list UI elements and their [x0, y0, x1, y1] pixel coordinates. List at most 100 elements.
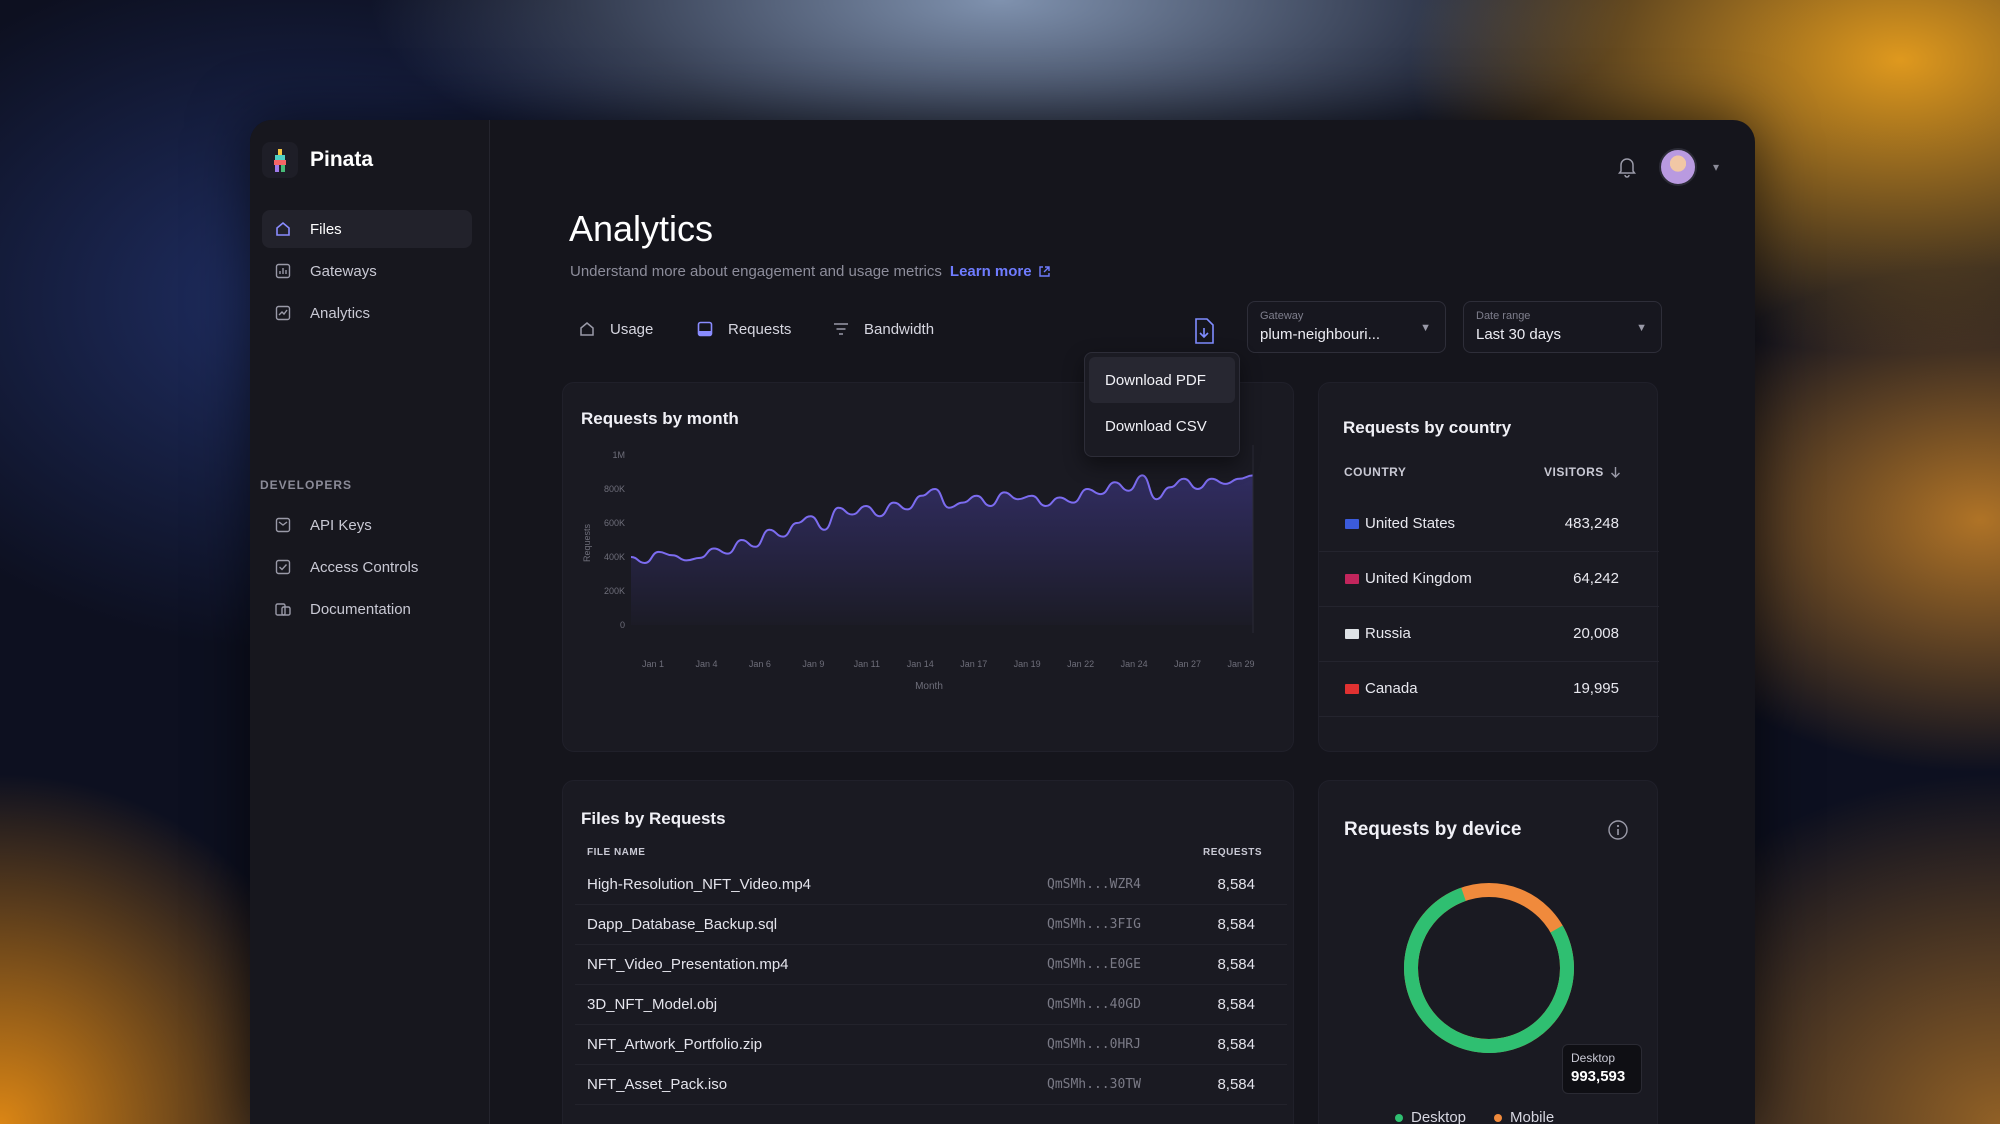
- file-name: Dapp_Database_Backup.sql: [587, 916, 778, 933]
- country-name: Russia: [1365, 625, 1411, 642]
- country-name: Canada: [1365, 680, 1418, 697]
- gateway-select[interactable]: Gateway plum-neighbouri... ▼: [1247, 301, 1446, 353]
- info-icon[interactable]: [1607, 819, 1629, 846]
- shield-icon: [274, 558, 292, 576]
- files-by-requests-card: Files by Requests FILE NAME REQUESTS Hig…: [562, 780, 1294, 1124]
- analytics-icon: [274, 304, 292, 322]
- legend-label: Desktop: [1411, 1109, 1467, 1124]
- page-title: Analytics: [569, 208, 714, 249]
- x-tick-label: Jan 19: [1014, 659, 1041, 669]
- visitors-value: 64,242: [1573, 570, 1619, 587]
- file-requests: 8,584: [1217, 876, 1255, 893]
- sidebar-item-files[interactable]: Files: [262, 210, 472, 248]
- file-name: NFT_Artwork_Portfolio.zip: [587, 1036, 763, 1053]
- y-tick-label: 400K: [604, 552, 625, 562]
- x-tick-label: Jan 6: [749, 659, 771, 669]
- x-tick-label: Jan 29: [1227, 659, 1254, 669]
- table-row[interactable]: NFT_Artwork_Portfolio.zip QmSMh...0HRJ 8,5…: [575, 1025, 1287, 1065]
- sidebar-item-gateways[interactable]: Gateways: [262, 252, 472, 290]
- file-cid: QmSMh...E0GE: [1047, 957, 1141, 972]
- sidebar-item-api-keys[interactable]: API Keys: [262, 506, 472, 544]
- tab-requests[interactable]: Requests: [696, 320, 791, 338]
- country-cell: United Kingdom: [1345, 570, 1472, 587]
- x-tick-label: Jan 17: [960, 659, 987, 669]
- x-tick-label: Jan 22: [1067, 659, 1094, 669]
- file-name: High-Resolution_NFT_Video.mp4: [587, 876, 812, 893]
- export-button[interactable]: [1191, 316, 1217, 346]
- gateway-icon: [274, 262, 292, 280]
- sidebar-item-access-controls[interactable]: Access Controls: [262, 548, 472, 586]
- visitors-value: 20,008: [1573, 625, 1619, 642]
- avatar[interactable]: [1659, 148, 1697, 186]
- requests-column-header[interactable]: REQUESTS: [1203, 847, 1263, 858]
- bell-icon[interactable]: [1617, 156, 1637, 183]
- page-subtitle: Understand more about engagement and usa…: [570, 263, 1051, 280]
- country-name: United States: [1365, 515, 1456, 532]
- file-name: NFT_Asset_Pack.iso: [587, 1076, 728, 1093]
- x-tick-label: Jan 4: [695, 659, 717, 669]
- file-cid: QmSMh...40GD: [1047, 997, 1141, 1012]
- flag-icon: [1345, 519, 1359, 530]
- download-csv-item[interactable]: Download CSV: [1105, 417, 1207, 435]
- visitors-value: 19,995: [1573, 680, 1619, 697]
- file-cid: QmSMh...30TW: [1047, 1077, 1141, 1092]
- file-name-column-header[interactable]: FILE NAME: [587, 847, 646, 858]
- chevron-down-icon: ▼: [1636, 322, 1647, 334]
- chevron-down-icon: ▼: [1420, 322, 1431, 334]
- legend-label: Mobile: [1510, 1109, 1555, 1124]
- tab-label: Usage: [610, 320, 654, 338]
- legend-mobile: Mobile: [1494, 1109, 1554, 1124]
- tab-label: Requests: [728, 320, 792, 338]
- key-icon: [274, 516, 292, 534]
- tab-usage[interactable]: Usage: [578, 320, 653, 338]
- tooltip-value: 993,593: [1571, 1068, 1626, 1085]
- sidebar-item-analytics[interactable]: Analytics: [262, 294, 472, 332]
- table-row[interactable]: High-Resolution_NFT_Video.mp4 QmSMh...WZR…: [575, 865, 1287, 905]
- series-area: [631, 475, 1253, 625]
- date-range-select[interactable]: Date range Last 30 days ▼: [1463, 301, 1662, 353]
- sidebar-item-label: Documentation: [310, 600, 411, 618]
- visitors-column-header[interactable]: VISITORS: [1544, 465, 1621, 479]
- subtitle-text: Understand more about engagement and usa…: [570, 263, 942, 280]
- y-tick-label: 1M: [612, 450, 625, 460]
- table-row[interactable]: Dapp_Database_Backup.sql QmSMh...3FIG 8,58…: [575, 905, 1287, 945]
- sidebar-item-documentation[interactable]: Documentation: [262, 590, 472, 628]
- sort-down-icon: [1610, 467, 1620, 478]
- app-window: Pinata Files Gateways Analytics DEVELOPE…: [250, 120, 1755, 1124]
- table-row[interactable]: 3D_NFT_Model.obj QmSMh...40GD 8,584: [575, 985, 1287, 1025]
- sidebar: Pinata Files Gateways Analytics DEVELOPE…: [250, 120, 490, 1124]
- external-link-icon: [1038, 266, 1050, 277]
- x-tick-label: Jan 14: [907, 659, 934, 669]
- series-line: [630, 474, 1254, 564]
- tab-label: Bandwidth: [864, 320, 935, 338]
- book-icon: [274, 600, 292, 618]
- home-icon: [274, 220, 292, 238]
- file-cid: QmSMh...WZR4: [1047, 877, 1141, 892]
- tooltip-label: Desktop: [1571, 1051, 1616, 1065]
- country-column-header[interactable]: COUNTRY: [1344, 465, 1407, 479]
- chevron-down-icon[interactable]: ▾: [1712, 160, 1719, 174]
- x-tick-label: Jan 9: [802, 659, 824, 669]
- learn-more-label: Learn more: [949, 263, 1032, 280]
- requests-by-month-title: Requests by month: [581, 409, 739, 428]
- sidebar-item-label: Access Controls: [310, 558, 419, 576]
- file-requests: 8,584: [1217, 1076, 1255, 1093]
- table-row[interactable]: NFT_Asset_Pack.iso QmSMh...30TW 8,584: [575, 1065, 1287, 1105]
- flag-icon: [1345, 574, 1359, 585]
- file-cid: QmSMh...0HRJ: [1047, 1037, 1141, 1052]
- requests-by-month-card: Requests by month 0 200K 400K 600K 800K 1M Req…: [562, 382, 1294, 752]
- tab-bandwidth[interactable]: Bandwidth: [832, 320, 934, 338]
- sidebar-item-label: Gateways: [310, 262, 377, 280]
- sidebar-item-label: Analytics: [310, 304, 371, 322]
- desktop-dot: [1395, 1113, 1403, 1122]
- learn-more-link[interactable]: Learn more: [950, 263, 1051, 280]
- download-pdf-item[interactable]: Download PDF: [1089, 357, 1235, 403]
- requests-chart: 0 200K 400K 600K 800K 1M Requests Jan 1 Jan 4 Jan…: [582, 445, 1255, 692]
- file-requests: 8,584: [1217, 956, 1255, 973]
- logo[interactable]: Pinata: [262, 142, 373, 178]
- file-name: NFT_Video_Presentation.mp4: [587, 956, 789, 973]
- table-row[interactable]: NFT_Video_Presentation.mp4 QmSMh...E0GE 8,…: [575, 945, 1287, 985]
- requests-by-device-title: Requests by device: [1344, 819, 1522, 840]
- country-cell: United States: [1345, 515, 1455, 532]
- y-tick-label: 200K: [604, 586, 625, 596]
